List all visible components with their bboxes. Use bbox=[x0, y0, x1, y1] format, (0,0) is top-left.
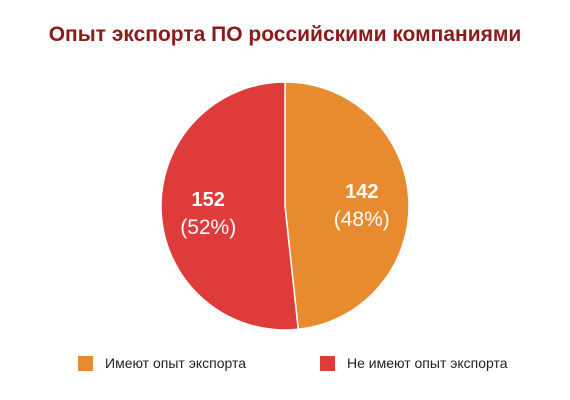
pie-slice-no-export bbox=[160, 81, 300, 331]
pie-slice-has-export bbox=[284, 81, 410, 331]
pie-slices bbox=[160, 81, 410, 331]
chart-legend: Имеют опыт экспорта Не имеют опыт экспор… bbox=[0, 352, 570, 374]
legend-label-has-export: Имеют опыт экспорта bbox=[105, 355, 247, 371]
slice-percent-label-no-export: (52%) bbox=[180, 216, 236, 239]
legend-label-no-export: Не имеют опыт экспорта bbox=[347, 355, 508, 371]
legend-item-has-export: Имеют опыт экспорта bbox=[78, 352, 246, 374]
chart-title: Опыт экспорта ПО российскими компаниями bbox=[48, 23, 522, 46]
slice-value-label-no-export: 152 bbox=[192, 189, 225, 211]
pie-labels: 142 (48%) 152 (52%) bbox=[180, 181, 390, 239]
legend-item-no-export: Не имеют опыт экспорта bbox=[320, 352, 508, 374]
slice-value-label-has-export: 142 bbox=[345, 181, 378, 203]
slice-percent-label-has-export: (48%) bbox=[334, 208, 390, 231]
legend-swatch-has-export bbox=[78, 355, 93, 371]
legend-swatch-no-export bbox=[320, 355, 335, 371]
